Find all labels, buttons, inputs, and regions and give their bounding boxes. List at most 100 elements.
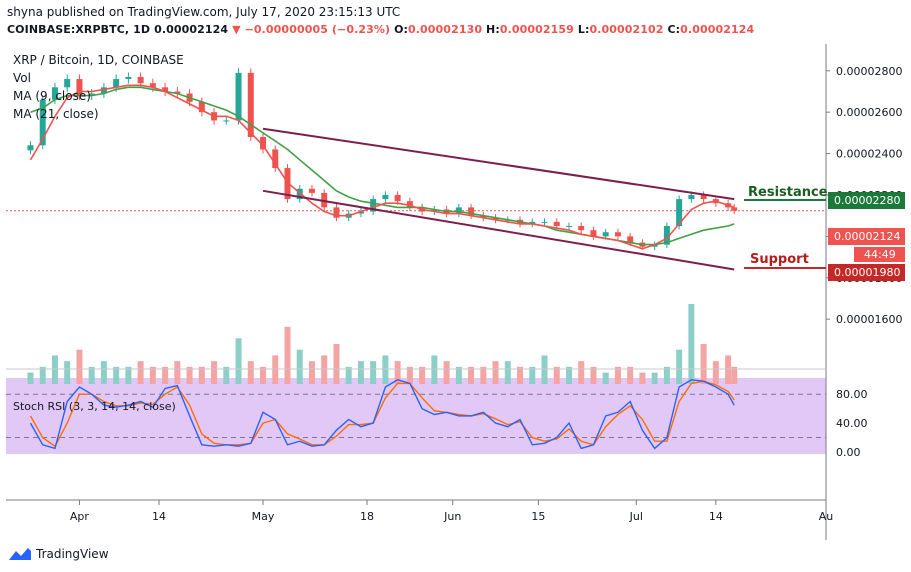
volume-bar [113, 366, 120, 384]
volume-bar [455, 366, 462, 384]
volume-bar [125, 366, 132, 384]
volume-bar [100, 361, 107, 384]
price-axis-label: 0.00002400 [836, 148, 902, 161]
footer: TradingView [0, 540, 911, 572]
volume-bar [443, 361, 450, 384]
volume-bar [565, 366, 572, 384]
price-axis-label: 0.00001600 [836, 313, 902, 326]
volume-bar [296, 349, 303, 384]
candle-body [455, 207, 462, 214]
volume-bar [223, 366, 230, 384]
candle-body [51, 87, 58, 100]
volume-bar [198, 366, 205, 384]
volume-bar [700, 344, 707, 384]
volume-bar [308, 361, 315, 384]
ma9-line [29, 84, 735, 250]
time-axis-label: 14 [152, 510, 166, 523]
volume-bar [333, 344, 340, 384]
down-arrow-icon: ▼ [232, 23, 241, 36]
volume-bar [88, 366, 95, 384]
volume-bar [39, 366, 46, 384]
low-label: L: [577, 23, 590, 36]
volume-bar [27, 372, 34, 384]
open-value: 0.00002130 [408, 23, 483, 36]
countdown-tag [854, 247, 905, 262]
volume-bar [211, 361, 218, 384]
candle-body [529, 221, 536, 224]
candle-body [651, 244, 658, 247]
volume-bar [676, 349, 683, 384]
candle-body [382, 194, 389, 200]
candle-body [76, 79, 83, 96]
candle-body [39, 99, 46, 146]
candle-body [223, 120, 230, 122]
volume-bar [480, 366, 487, 384]
volume-bar [394, 361, 401, 384]
candle-body [370, 199, 377, 212]
volume-bar [725, 355, 732, 384]
high-label: H: [486, 23, 500, 36]
candle-body [88, 93, 95, 96]
candle-body [627, 236, 634, 243]
volume-bar [247, 361, 254, 384]
candle-body [162, 87, 169, 92]
volume-bar [578, 361, 585, 384]
candle-body [149, 83, 156, 88]
volume-bar [382, 355, 389, 384]
close-value: 0.00002124 [680, 23, 755, 36]
candle-body [100, 87, 107, 94]
price-change: −0.00000005 (−0.23%) [244, 23, 391, 36]
last-price-text: 0.00002124 [834, 230, 900, 243]
resistance-price-tag [828, 192, 905, 209]
volume-bar [541, 355, 548, 384]
volume-bar [731, 366, 738, 384]
candle-body [602, 232, 609, 237]
volume-bar [149, 366, 156, 384]
volume-bar [431, 355, 438, 384]
last-price: 0.00002124 [154, 23, 229, 36]
tradingview-icon [9, 548, 31, 560]
candle-body [676, 199, 683, 227]
stoch-band [6, 378, 826, 454]
tradingview-logo[interactable]: TradingView [8, 546, 109, 562]
stoch-axis-label: 0.00 [836, 446, 861, 459]
candle-body [480, 215, 487, 218]
volume-bar [260, 366, 267, 384]
candle-body [700, 194, 707, 200]
volume-bar [663, 366, 670, 384]
candle-body [272, 149, 279, 169]
candle-body [590, 230, 597, 237]
chart-area[interactable]: 0.000028000.000026000.000024000.00002200… [0, 44, 911, 540]
candle-body [284, 168, 291, 200]
candle-body [663, 226, 670, 245]
countdown-text: 44:49 [864, 248, 896, 261]
candle-body [688, 194, 695, 200]
volume-bar [517, 366, 524, 384]
stoch-axis-label: 40.00 [836, 417, 868, 430]
candle-body [394, 194, 401, 202]
volume-bar [174, 361, 181, 384]
volume-bar [492, 361, 499, 384]
volume-bar [712, 361, 719, 384]
volume-bar [64, 361, 71, 384]
legend-stoch: Stoch RSI (3, 3, 14, 14, close) [13, 400, 176, 413]
volume-bar [590, 366, 597, 384]
channel-lower-line [262, 189, 735, 271]
price-chart[interactable]: 0.000028000.000026000.000024000.00002200… [0, 44, 911, 540]
volume-bar [553, 366, 560, 384]
candle-body [578, 226, 585, 231]
volume-bar [345, 366, 352, 384]
candle-body [406, 201, 413, 208]
close-label: C: [667, 23, 681, 36]
candle-body [468, 207, 475, 216]
candle-body [260, 137, 267, 150]
candle-body [333, 207, 340, 218]
price-axis-label: 0.00002600 [836, 106, 902, 119]
volume-bar [504, 361, 511, 384]
time-axis-label: Apr [70, 510, 90, 523]
support-price-tag [828, 264, 905, 281]
volume-bar [602, 372, 609, 384]
candle-body [64, 79, 71, 88]
volume-bar [284, 326, 291, 384]
low-value: 0.00002102 [589, 23, 664, 36]
